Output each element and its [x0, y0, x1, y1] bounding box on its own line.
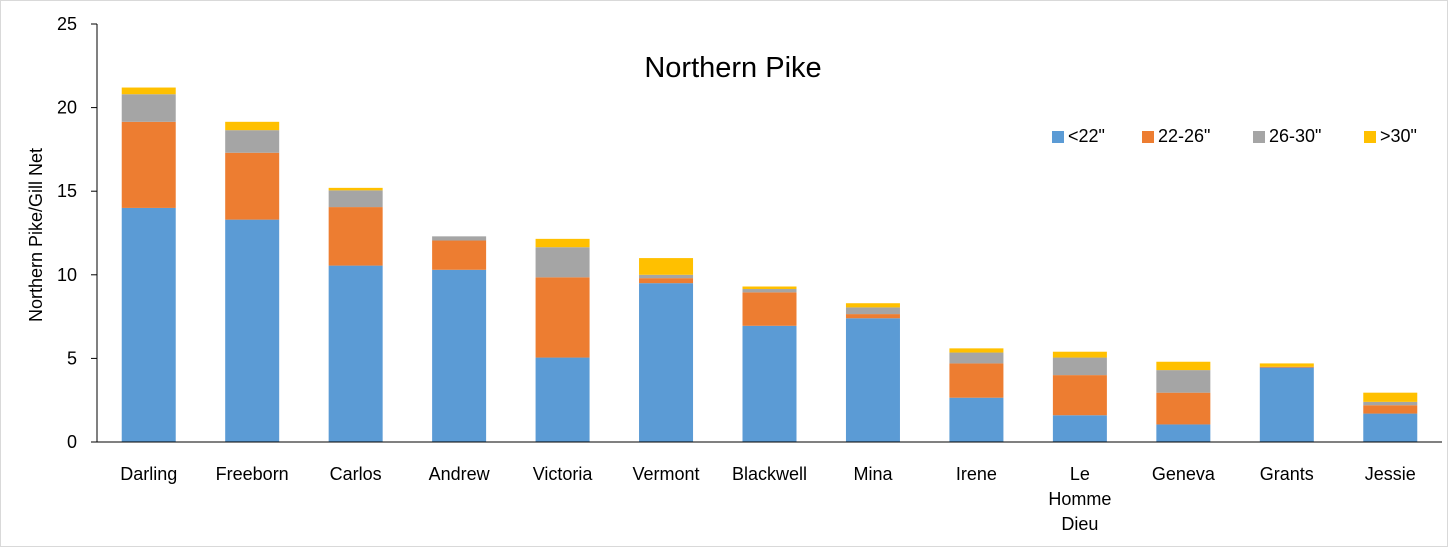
bar-segment — [1052, 351, 1107, 358]
legend-label: 26-30" — [1269, 126, 1321, 146]
bar-segment — [328, 190, 383, 208]
bar-segment — [742, 286, 797, 290]
y-tick-label: 10 — [57, 265, 77, 285]
bar-segment — [949, 352, 1004, 364]
bar-segment — [845, 318, 900, 442]
x-tick-label: Blackwell — [732, 464, 807, 484]
bar-segment — [328, 265, 383, 442]
bar-segment — [225, 121, 280, 131]
y-tick-label: 25 — [57, 14, 77, 34]
bar-segment — [742, 325, 797, 442]
bar-segment — [1363, 405, 1418, 414]
bar-segment — [949, 363, 1004, 398]
bar-segment — [639, 278, 694, 284]
bar-segment — [1156, 370, 1211, 393]
bar-segment — [121, 121, 176, 208]
legend-swatch — [1364, 131, 1376, 143]
bar-segment — [1156, 392, 1211, 425]
bar-segment — [535, 238, 590, 248]
bar-segment — [1259, 363, 1314, 367]
legend-label: >30" — [1380, 126, 1417, 146]
bar-segment — [1156, 361, 1211, 371]
legend-label: <22" — [1068, 126, 1105, 146]
bar-segment — [121, 207, 176, 442]
bar-segment — [432, 236, 487, 241]
y-axis-label: Northern Pike/Gill Net — [26, 148, 46, 322]
bar-segment — [1052, 357, 1107, 376]
bar-segment — [1156, 424, 1211, 442]
y-tick-label: 20 — [57, 98, 77, 118]
x-tick-label: Freeborn — [216, 464, 289, 484]
bar-segment — [742, 289, 797, 293]
legend: <22" 22-26" 26-30" >30" — [1052, 126, 1417, 146]
bar-segment — [1052, 415, 1107, 442]
bar-segment — [225, 152, 280, 220]
bar-segment — [639, 283, 694, 442]
x-tick-label: Carlos — [330, 464, 382, 484]
bar-segment — [1363, 401, 1418, 406]
bar-segment — [535, 247, 590, 278]
bar-segment — [328, 187, 383, 191]
bar-segment — [1363, 392, 1418, 402]
bar-segment — [949, 348, 1004, 353]
bar-segment — [328, 207, 383, 266]
bar-segment — [535, 357, 590, 442]
y-tick-label: 0 — [67, 432, 77, 452]
bar-segment — [121, 87, 176, 95]
bar-segment — [535, 277, 590, 358]
x-tick-label: Grants — [1260, 464, 1314, 484]
x-tick-label: Le Homme Dieu — [1048, 464, 1111, 534]
bar-segment — [432, 269, 487, 442]
bar-segment — [845, 307, 900, 315]
x-tick-label: Victoria — [533, 464, 594, 484]
bar-segment — [1259, 366, 1314, 368]
bar-segment — [845, 314, 900, 319]
x-tick-label: Darling — [120, 464, 177, 484]
bar-segment — [432, 240, 487, 270]
x-tick-label: Geneva — [1152, 464, 1216, 484]
legend-label: 22-26" — [1158, 126, 1210, 146]
bar-segment — [639, 258, 694, 275]
x-tick-label: Jessie — [1365, 464, 1416, 484]
bar-segment — [1052, 375, 1107, 416]
bar-segment — [639, 274, 694, 279]
plot-area: 0 5 10 15 20 25 Darling Freeborn Carlos Andrew Vic… — [57, 14, 1442, 534]
chart-title: Northern Pike — [644, 52, 821, 84]
x-tick-label: Mina — [853, 464, 893, 484]
bar-segment — [1363, 413, 1418, 442]
bar-segment — [225, 130, 280, 153]
x-tick-label: Vermont — [633, 464, 700, 484]
legend-swatch — [1142, 131, 1154, 143]
legend-swatch — [1253, 131, 1265, 143]
legend-swatch — [1052, 131, 1064, 143]
x-tick-label: Andrew — [429, 464, 491, 484]
bar-segment — [121, 94, 176, 122]
x-tick-label: Irene — [956, 464, 997, 484]
bar-segment — [845, 303, 900, 308]
bar-segment — [225, 219, 280, 442]
bar-segment — [949, 397, 1004, 442]
y-tick-label: 5 — [67, 348, 77, 368]
y-tick-label: 15 — [57, 181, 77, 201]
bar-segment — [742, 292, 797, 326]
bar-segment — [1259, 367, 1314, 442]
